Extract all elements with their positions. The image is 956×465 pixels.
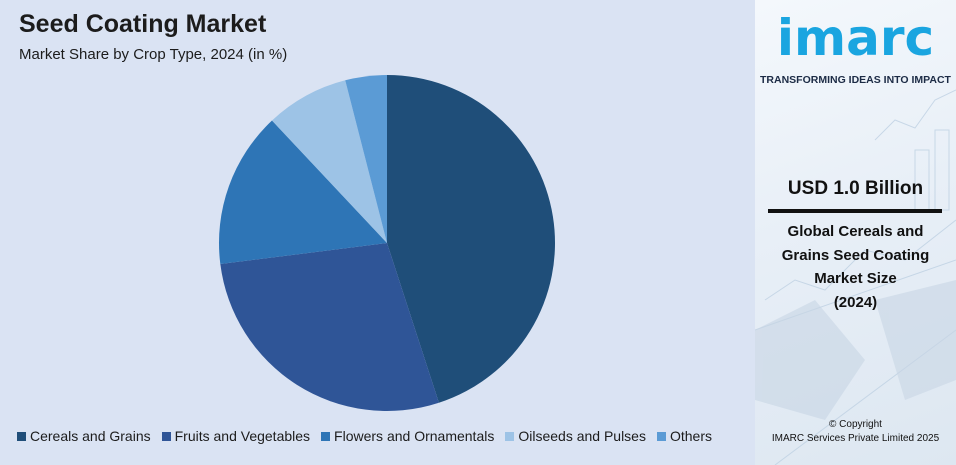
pie-slice-others bbox=[345, 75, 387, 243]
desc-line: (2024) bbox=[833, 293, 878, 311]
chart-panel: Seed Coating Market Market Share by Crop… bbox=[0, 0, 755, 465]
legend-label: Oilseeds and Pulses bbox=[518, 428, 646, 444]
legend-item: Fruits and Vegetables bbox=[161, 428, 311, 444]
copyright-line: © Copyright bbox=[829, 419, 882, 430]
pie-chart bbox=[218, 75, 556, 412]
desc-line: Grains Seed Coating bbox=[781, 246, 930, 264]
chart-subtitle: Market Share by Crop Type, 2024 (in %) bbox=[19, 46, 288, 63]
legend-item: Cereals and Grains bbox=[17, 428, 151, 444]
legend-label: Others bbox=[669, 428, 712, 444]
legend-swatch bbox=[17, 431, 26, 441]
pie-slice-flowers-and-ornamentals bbox=[218, 120, 387, 265]
legend-item: Flowers and Ornamentals bbox=[321, 428, 494, 444]
legend-item: Others bbox=[656, 428, 712, 444]
chart-title: Seed Coating Market bbox=[19, 10, 267, 38]
desc-line: Market Size bbox=[814, 270, 897, 287]
background-chart-decoration bbox=[755, 89, 956, 465]
imarc-logo: imarc bbox=[776, 9, 935, 67]
legend-swatch bbox=[505, 431, 515, 441]
legend-item: Oilseeds and Pulses bbox=[505, 428, 646, 444]
desc-line: Global Cereals and bbox=[787, 223, 924, 240]
legend-label: Fruits and Vegetables bbox=[174, 428, 311, 444]
copyright-notice: © Copyright IMARC Services Private Limit… bbox=[755, 418, 956, 446]
chart-legend: Cereals and Grains Fruits and Vegetables F… bbox=[17, 428, 723, 444]
info-sidebar: imarc TRANSFORMING IDEAS INTO IMPACT USD… bbox=[755, 0, 956, 465]
market-size-description: Global Cereals and Grains Seed Coating M… bbox=[765, 220, 946, 314]
market-size-value: USD 1.0 Billion bbox=[787, 178, 924, 199]
legend-label: Cereals and Grains bbox=[30, 428, 151, 444]
legend-swatch bbox=[161, 431, 171, 441]
legend-swatch bbox=[656, 431, 666, 441]
divider bbox=[768, 209, 942, 213]
logo-tagline: TRANSFORMING IDEAS INTO IMPACT bbox=[760, 74, 951, 86]
legend-swatch bbox=[321, 431, 331, 441]
legend-label: Flowers and Ornamentals bbox=[334, 428, 495, 444]
copyright-line: IMARC Services Private Limited 2025 bbox=[771, 433, 940, 444]
pie-slice-fruits-and-vegetables bbox=[220, 243, 439, 412]
pie-slice-cereals-and-grains bbox=[387, 75, 556, 403]
pie-slice-oilseeds-and-pulses bbox=[272, 80, 387, 243]
